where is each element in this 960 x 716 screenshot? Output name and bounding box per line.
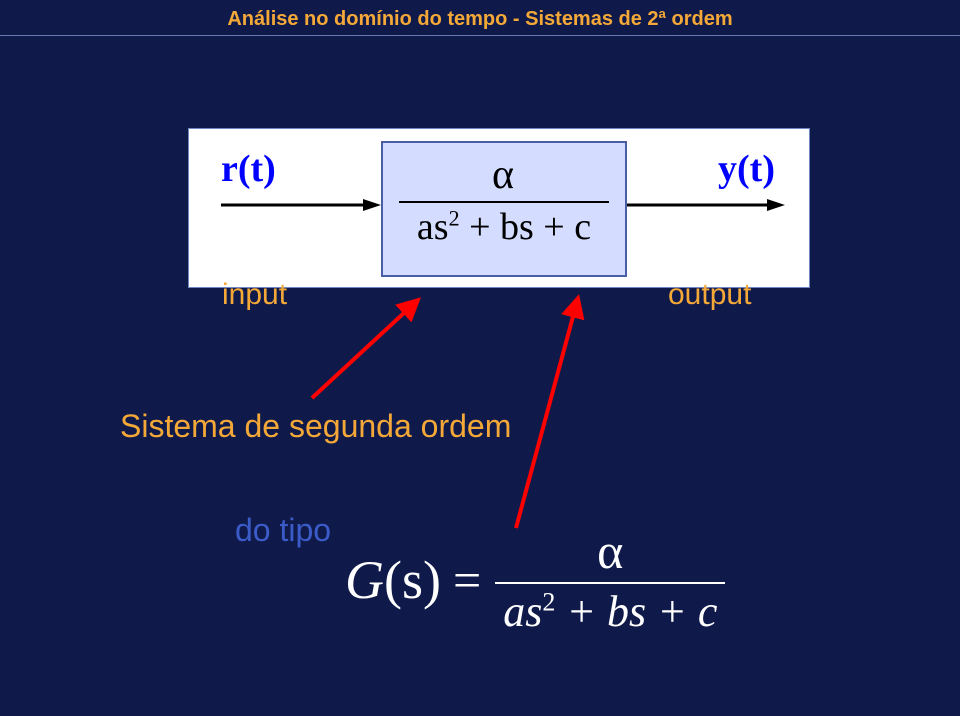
output-signal-label: y(t) — [718, 147, 775, 191]
input-arrow-icon — [221, 197, 381, 213]
dotipo-text: do tipo — [235, 512, 331, 549]
title-text: Análise no domínio do tempo - Sistemas d… — [227, 8, 732, 30]
eq-fraction: α as2 + bs + c — [495, 522, 725, 637]
eq-denominator: as2 + bs + c — [495, 586, 725, 637]
tf-numerator: α — [381, 151, 627, 199]
tf-fraction-bar — [399, 201, 609, 203]
tf-den-a: as — [417, 206, 449, 248]
eq-equals: = — [453, 551, 481, 609]
eq-numerator: α — [495, 522, 725, 580]
eq-G: G — [345, 550, 384, 610]
eq-fraction-bar — [495, 582, 725, 584]
tf-denominator: as2 + bs + c — [381, 205, 627, 249]
tf-den-exp: 2 — [449, 205, 460, 230]
slide-title: Análise no domínio do tempo - Sistemas d… — [0, 0, 960, 31]
tf-den-rest: + bs + c — [460, 206, 592, 248]
eq-lhs: G(s) — [345, 549, 441, 611]
sistema-text: Sistema de segunda ordem — [120, 408, 511, 445]
input-text-label: input — [222, 278, 287, 312]
input-signal-label: r(t) — [221, 147, 276, 191]
transfer-function-fraction: α as2 + bs + c — [381, 151, 627, 249]
output-arrow-icon — [627, 197, 785, 213]
eq-parens: (s) — [384, 550, 441, 610]
block-diagram-container: r(t) y(t) α as2 + bs + c — [188, 128, 810, 288]
title-divider — [0, 35, 960, 36]
eq-den-rest: + bs + c — [555, 587, 717, 636]
output-text-label: output — [668, 278, 751, 312]
eq-den-exp: 2 — [542, 587, 555, 616]
eq-den-a: as — [503, 587, 542, 636]
transfer-function-equation: G(s) = α as2 + bs + c — [345, 522, 725, 637]
